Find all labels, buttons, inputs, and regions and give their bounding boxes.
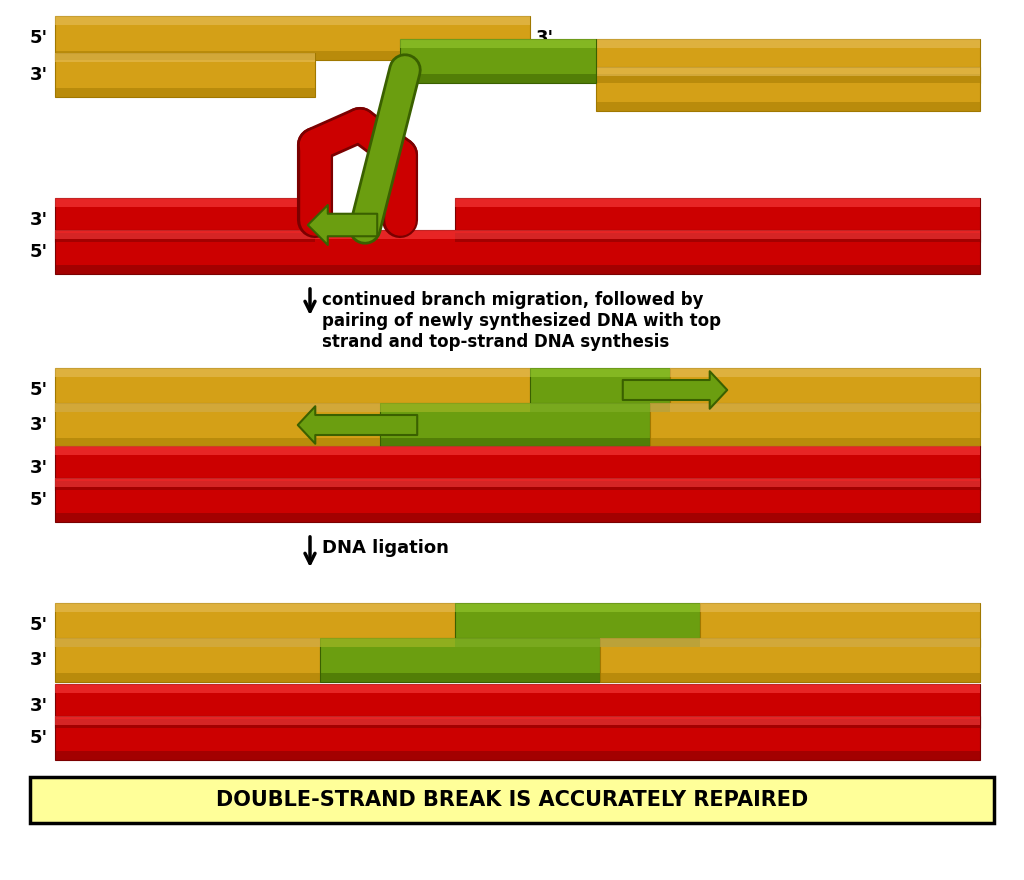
Bar [650,403,980,412]
Text: 5': 5' [578,44,596,62]
Bar [55,481,980,490]
Bar [596,39,980,83]
Bar [455,198,980,207]
Bar [55,446,980,455]
Text: 5': 5' [30,29,48,47]
Bar [600,638,980,647]
Text: DNA ligation: DNA ligation [322,539,449,557]
Bar [55,603,455,647]
Bar [55,638,319,647]
Bar [30,777,994,823]
Bar [55,53,315,97]
Bar [55,233,315,242]
Bar [596,67,980,76]
Bar [455,638,700,647]
Bar [55,230,980,238]
Bar [55,684,980,728]
Bar [319,673,600,682]
Bar [55,638,319,682]
Bar [55,716,980,760]
Bar [380,403,650,447]
Bar [530,403,670,412]
Bar [670,368,980,377]
Bar [700,603,980,612]
Text: 3': 3' [536,29,554,47]
Bar [700,638,980,647]
Bar [400,39,596,83]
Bar [380,438,650,447]
Bar [55,673,319,682]
Bar [55,265,980,274]
Bar [400,39,596,48]
Text: 3': 3' [30,211,48,229]
Bar [55,16,530,60]
Bar [319,638,600,647]
Bar [319,638,600,682]
Text: DOUBLE-STRAND BREAK IS ACCURATELY REPAIRED: DOUBLE-STRAND BREAK IS ACCURATELY REPAIR… [216,790,808,810]
Bar [455,603,700,647]
Bar [55,16,530,25]
Bar [55,403,380,412]
Bar [700,603,980,647]
Bar [455,198,980,242]
Bar [55,638,455,647]
Text: 5': 5' [30,616,48,634]
Bar [55,478,980,522]
Text: 3': 3' [30,416,48,434]
Text: 5': 5' [30,729,48,747]
Bar [55,198,315,207]
Text: 5': 5' [30,491,48,509]
Bar [596,102,980,111]
Bar [55,230,980,274]
Bar [455,603,700,612]
Bar [55,513,980,522]
Bar [670,403,980,412]
Bar [55,719,980,728]
Bar [55,368,530,412]
Bar [55,716,980,725]
Bar [55,752,980,760]
Bar [650,403,980,447]
Text: 5': 5' [30,243,48,261]
Text: 3': 3' [30,459,48,477]
Bar [55,684,980,693]
Bar [55,403,530,412]
Bar [55,198,315,242]
Bar [530,368,670,377]
Text: 3': 3' [30,651,48,669]
Bar [400,74,596,83]
Bar [455,233,980,242]
Bar [600,673,980,682]
Bar [596,67,980,111]
Bar [55,603,455,612]
Bar [600,638,980,682]
Bar [55,368,530,377]
Bar [670,368,980,412]
Text: 3': 3' [30,697,48,715]
Bar [55,53,315,62]
Bar [55,88,315,97]
Bar [380,403,650,412]
Text: 5': 5' [30,381,48,399]
Bar [530,368,670,412]
Bar [596,74,980,83]
Bar [55,51,530,60]
Text: continued branch migration, followed by
pairing of newly synthesized DNA with to: continued branch migration, followed by … [322,291,721,350]
Text: 3': 3' [30,66,48,84]
Bar [55,446,980,490]
Bar [55,403,380,447]
Bar [55,438,380,447]
Bar [55,478,980,487]
Bar [650,438,980,447]
Bar [596,39,980,48]
